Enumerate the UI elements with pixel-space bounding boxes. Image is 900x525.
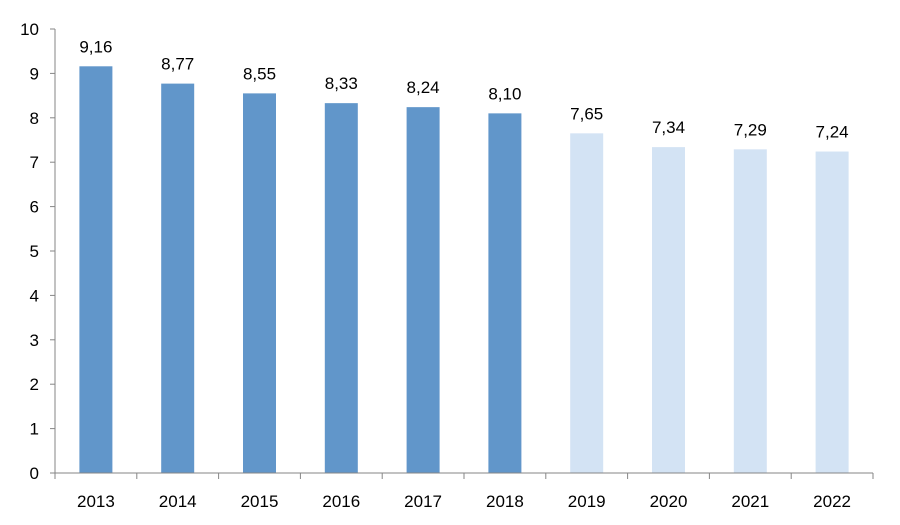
data-label-2019: 7,65 bbox=[570, 104, 603, 123]
y-tick-label: 8 bbox=[30, 109, 39, 128]
x-tick-label-2013: 2013 bbox=[77, 492, 115, 511]
x-tick-label-2019: 2019 bbox=[568, 492, 606, 511]
data-label-2013: 9,16 bbox=[79, 37, 112, 56]
bar-2020 bbox=[652, 147, 685, 473]
x-axis-tick-labels: 2013 2014 2015 2016 2017 2018 2019 2020 2021 2022 bbox=[77, 492, 851, 511]
data-labels-group: 9,16 8,77 8,55 8,33 8,24 8,10 7,65 7,34 7,29 7,24 bbox=[79, 37, 848, 141]
data-label-2022: 7,24 bbox=[816, 123, 849, 142]
x-tick-label-2022: 2022 bbox=[813, 492, 851, 511]
bar-2016 bbox=[324, 103, 358, 473]
bar-2014 bbox=[161, 83, 195, 473]
x-tick-label-2017: 2017 bbox=[404, 492, 442, 511]
bar-2021 bbox=[733, 149, 767, 473]
bar-2019 bbox=[570, 133, 604, 473]
data-label-2020: 7,34 bbox=[652, 118, 685, 137]
bar-2022 bbox=[815, 151, 849, 473]
y-tick-label: 5 bbox=[30, 242, 39, 261]
y-axis-tick-labels: 0 1 2 3 4 5 6 7 8 9 10 bbox=[20, 20, 39, 483]
y-tick-label: 6 bbox=[30, 198, 39, 217]
data-label-2015: 8,55 bbox=[243, 64, 276, 83]
x-axis-ticks bbox=[54, 473, 874, 479]
y-tick-label: 7 bbox=[30, 153, 39, 172]
data-label-2017: 8,24 bbox=[407, 78, 440, 97]
x-tick-label-2020: 2020 bbox=[650, 492, 688, 511]
y-tick-label: 4 bbox=[30, 286, 39, 305]
y-tick-label: 0 bbox=[30, 464, 39, 483]
y-tick-label: 10 bbox=[20, 20, 39, 39]
x-tick-label-2021: 2021 bbox=[731, 492, 769, 511]
data-label-2021: 7,29 bbox=[734, 120, 767, 139]
y-axis-ticks bbox=[50, 28, 55, 474]
x-tick-label-2014: 2014 bbox=[159, 492, 197, 511]
y-tick-label: 3 bbox=[30, 331, 39, 350]
bars-group bbox=[79, 66, 849, 474]
y-tick-label: 2 bbox=[30, 375, 39, 394]
data-label-2016: 8,33 bbox=[325, 74, 358, 93]
y-tick-label: 1 bbox=[30, 420, 39, 439]
data-label-2014: 8,77 bbox=[161, 55, 194, 74]
y-tick-label: 9 bbox=[30, 64, 39, 83]
data-label-2018: 8,10 bbox=[488, 84, 521, 103]
bar-2013 bbox=[79, 66, 113, 474]
x-tick-label-2015: 2015 bbox=[241, 492, 279, 511]
x-tick-label-2018: 2018 bbox=[486, 492, 524, 511]
x-tick-label-2016: 2016 bbox=[322, 492, 360, 511]
bar-2015 bbox=[243, 93, 276, 473]
bar-2017 bbox=[406, 107, 440, 474]
bar-2018 bbox=[488, 113, 522, 474]
